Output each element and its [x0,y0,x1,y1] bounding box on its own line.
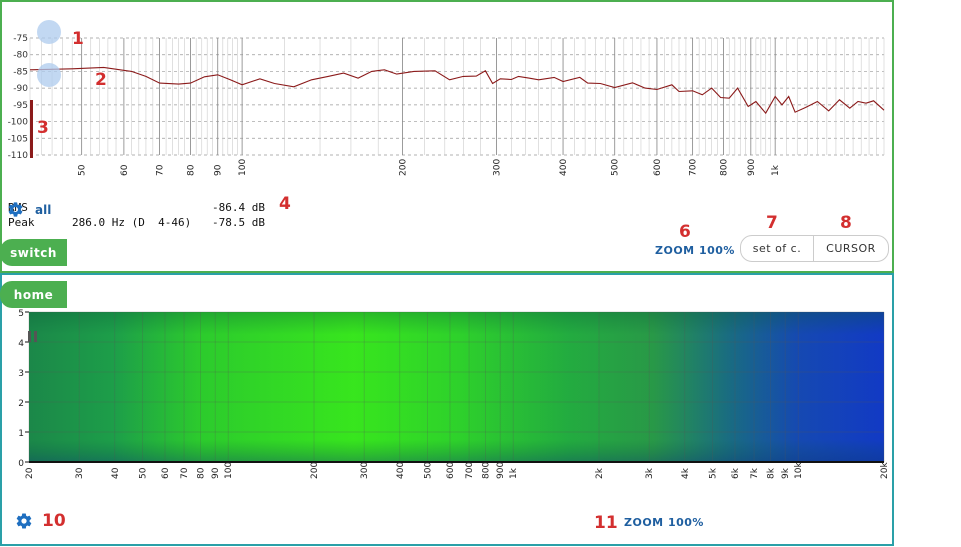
annotation-8: 8 [840,213,852,233]
spectrum-zoom-label[interactable]: ZOOM 100% [655,244,735,257]
spectrum-x-tick: 1k [771,164,781,176]
spectrum-x-tick: 400 [559,159,569,176]
cursor-button[interactable]: CURSOR [813,235,889,262]
spectrum-curve [29,66,885,115]
spectrogram-x-tick: 80 [197,467,207,479]
rms-value: -86.4 dB [212,201,265,214]
spectrum-y-tick: -105 [8,134,28,144]
spectrum-y-tick: -85 [13,67,28,77]
spectrogram-x-tick: 800 [482,462,492,479]
spectrum-x-tick: 800 [720,159,730,176]
spectrogram-x-tick: 20k [880,462,890,479]
level-meter-bar [30,100,33,158]
spectrum-y-tick: -75 [13,34,28,44]
spectrogram-x-tick: 30 [75,467,85,479]
spectrum-x-tick: 100 [238,159,248,176]
spectrogram-x-tick: 1k [509,467,519,479]
spectrogram-y-tick: 2 [18,399,24,409]
spectrogram-y-tick: 3 [18,369,24,379]
spectrogram-x-tick: 70 [180,467,190,479]
spectrum-chart[interactable]: -75 -80 -85 -90 -95 -100 -105 -110 50 60 70 80 90 10… [2,2,892,271]
spectrogram-x-tick: 900 [496,462,506,479]
spectrum-x-tick: 300 [492,159,502,176]
spectrogram-x-tick: 8k [767,467,777,479]
spectrogram-settings-gear-icon[interactable] [15,512,33,530]
spectrogram-x-tick: 9k [781,467,791,479]
spectrum-x-tick: 600 [653,159,663,176]
spectrum-x-tick: 200 [399,159,409,176]
spectrum-x-tick: 70 [156,164,166,176]
annotation-7: 7 [766,213,778,233]
spectrogram-x-tick: 500 [423,462,433,479]
lower-handle-icon[interactable] [37,63,61,87]
annotation-4: 4 [279,194,291,214]
spectrum-x-tick: 900 [747,159,757,176]
pause-icon[interactable] [28,331,38,342]
spectrogram-x-tick: 6k [731,467,741,479]
spectrogram-x-tick: 2k [595,467,605,479]
spectrum-x-tick: 500 [611,159,621,176]
spectrum-x-tick: 700 [689,159,699,176]
spectrogram-x-tick: 100 [224,462,234,479]
peak-value: -78.5 dB [212,216,265,229]
annotation-1: 1 [72,29,84,49]
all-label[interactable]: all [35,203,52,217]
spectrogram-x-tick: 20 [25,467,35,479]
spectrum-panel: -75 -80 -85 -90 -95 -100 -105 -110 50 60 70 80 90 10… [0,0,894,273]
spectrogram-zoom-label[interactable]: ZOOM 100% [624,516,704,529]
spectrogram-x-tick: 40 [111,467,121,479]
spectrogram-x-tick: 300 [360,462,370,479]
spectrum-x-tick: 90 [214,164,224,176]
peak-info: 286.0 Hz (D 4-46) [72,216,192,229]
spectrogram-x-tick: 90 [211,467,221,479]
upper-handle-icon[interactable] [37,20,61,44]
set-of-c-button[interactable]: set of c. [740,235,814,262]
spectrogram-y-tick: 4 [18,339,24,349]
spectrogram-x-tick: 4k [681,467,691,479]
spectrogram-x-tick: 200 [310,462,320,479]
annotation-2: 2 [95,70,107,90]
peak-label: Peak [8,216,35,229]
spectrum-y-tick: -90 [13,84,28,94]
switch-button[interactable]: switch [0,239,67,266]
spectrogram-x-tick: 7k [750,467,760,479]
spectrum-x-tick: 60 [120,164,130,176]
annotation-10: 10 [42,511,66,531]
spectrogram-y-tick: 1 [18,429,24,439]
annotation-11: 11 [594,513,618,533]
spectrum-y-tick: -80 [13,51,28,61]
spectrogram-x-tick: 400 [396,462,406,479]
annotation-3: 3 [37,118,49,138]
spectrum-y-tick: -95 [13,101,28,111]
spectrum-x-tick: 80 [186,164,196,176]
spectrogram-x-tick: 5k [708,467,718,479]
spectrum-x-tick: 50 [78,164,88,176]
spectrum-y-tick: -110 [8,151,29,161]
home-button[interactable]: home [0,281,67,308]
spectrogram-x-tick: 700 [465,462,475,479]
spectrum-y-tick: -100 [8,118,29,128]
spectrogram-y-tick: 5 [18,309,24,319]
spectrogram-x-tick: 600 [446,462,456,479]
spectrogram-x-tick: 3k [645,467,655,479]
spectrogram-y-tick: 0 [18,459,24,469]
spectrogram-x-tick: 60 [161,467,171,479]
annotation-6: 6 [679,222,691,242]
spectrogram-x-tick: 50 [138,467,148,479]
spectrogram-x-tick: 10k [794,462,804,479]
all-settings-gear-icon[interactable] [7,201,24,218]
